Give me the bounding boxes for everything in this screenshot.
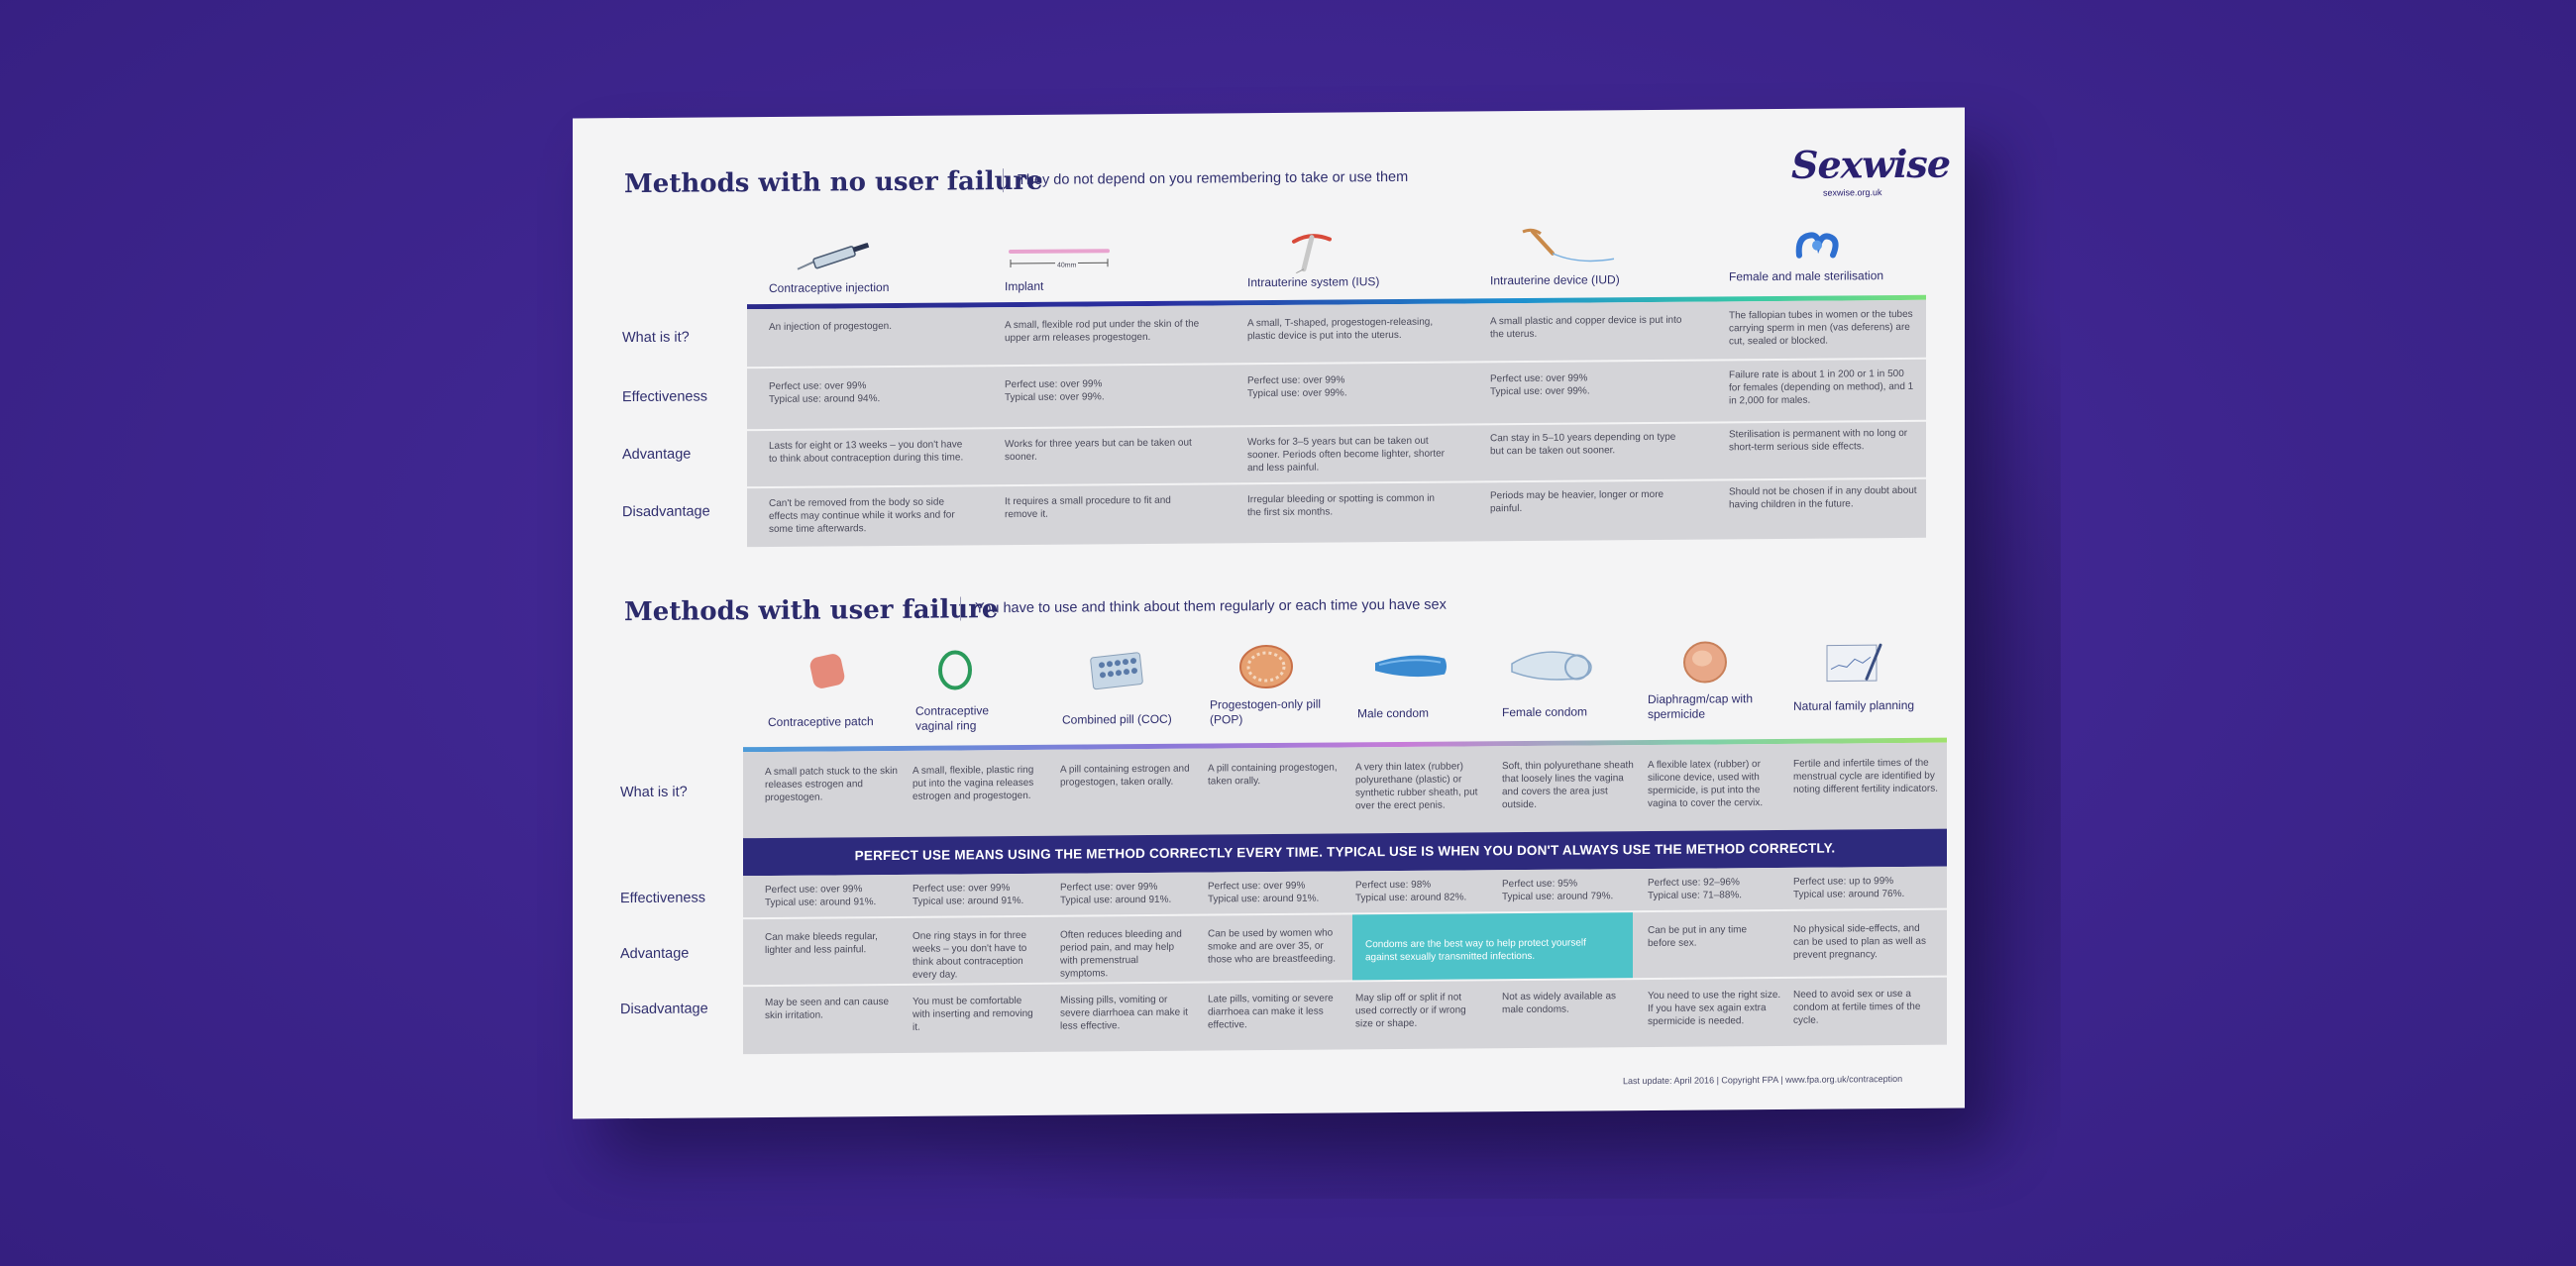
s1-cell: Lasts for eight or 13 weeks – you don't … [769, 439, 964, 465]
s2-adv-cell: One ring stays in for three weeks – you … [912, 929, 1027, 981]
s2-what-cell: A flexible latex (rubber) or silicone de… [1648, 759, 1764, 809]
s2-dis-cell: Not as widely available as male condoms. [1502, 991, 1617, 1016]
s1-cell: Can't be removed from the body so side e… [769, 496, 955, 535]
ius-device-icon [1292, 234, 1332, 273]
iud-device-icon [1522, 228, 1615, 263]
section2-subtitle: You have to use and think about them reg… [960, 592, 1447, 621]
s1-cell: A small plastic and copper device is put… [1490, 314, 1682, 341]
male-condom-icon [1375, 655, 1447, 678]
s1-label-what: What is it? [622, 329, 690, 347]
s2-adv-cell: No physical side-effects, and can be use… [1793, 922, 1926, 961]
section2-title: Methods with user failure [624, 594, 999, 628]
s1-cell: Should not be chosen if in any doubt abo… [1729, 484, 1917, 511]
condom-highlight-text: Condoms are the best way to help protect… [1365, 937, 1586, 964]
diaphragm-icon [1683, 641, 1727, 684]
s2-col-pop: Progestogen-only pill (POP) [1210, 696, 1322, 727]
syringe-icon [797, 243, 870, 270]
s2-adv-cell: Can be put in any time before sex. [1648, 924, 1748, 949]
s2-what-cell: Fertile and infertile times of the menst… [1793, 757, 1939, 795]
progestogen-pill-pack-icon [1239, 645, 1293, 689]
s2-eff-cell: Perfect use: over 99% Typical use: aroun… [1060, 881, 1172, 906]
s2-label-advantage: Advantage [620, 945, 690, 963]
s2-dis-cell: Need to avoid sex or use a condom at fer… [1793, 988, 1921, 1026]
s1-cell: It requires a small procedure to fit and… [1005, 494, 1171, 521]
s1-label-effectiveness: Effectiveness [622, 388, 707, 406]
s2-what-cell: A small patch stuck to the skin releases… [765, 765, 898, 803]
s2-label-effectiveness: Effectiveness [620, 890, 705, 907]
s2-dis-cell: May be seen and can cause skin irritatio… [765, 997, 890, 1021]
vaginal-ring-icon [938, 650, 972, 690]
s2-eff-cell: Perfect use: over 99% Typical use: aroun… [912, 883, 1024, 907]
s1-label-advantage: Advantage [622, 446, 692, 464]
s2-eff-cell: Perfect use: up to 99% Typical use: arou… [1793, 876, 1905, 900]
s1-cell: Failure rate is about 1 in 200 or 1 in 5… [1729, 368, 1914, 407]
s1-cell: Can stay in 5–10 years depending on type… [1490, 431, 1676, 458]
implant-measure: 40mm [1055, 259, 1079, 272]
s1-col-implant: Implant [1005, 278, 1044, 294]
s1-cell: Perfect use: over 99% Typical use: over … [1005, 378, 1105, 404]
s1-col-ius: Intrauterine system (IUS) [1247, 274, 1380, 290]
s2-eff-cell: Perfect use: over 99% Typical use: aroun… [1208, 880, 1320, 905]
contraception-poster: Sexwise sexwise.org.uk Methods with no u… [573, 107, 1965, 1119]
s2-dis-cell: Late pills, vomiting or severe diarrhoea… [1208, 993, 1334, 1031]
sterilisation-icon [1795, 232, 1839, 259]
s2-adv-cell: Can be used by women who smoke and are o… [1208, 927, 1336, 966]
s2-dis-cell: Missing pills, vomiting or severe diarrh… [1060, 994, 1188, 1032]
s2-col-patch: Contraceptive patch [768, 714, 874, 729]
s1-cell: An injection of progestogen. [769, 320, 892, 333]
s1-cell: Works for three years but can be taken o… [1005, 437, 1192, 464]
s1-col-sterilisation: Female and male sterilisation [1729, 268, 1884, 284]
s2-col-ring: Contraceptive vaginal ring [915, 703, 990, 733]
s1-cell: The fallopian tubes in women or the tube… [1729, 308, 1913, 348]
s2-eff-cell: Perfect use: 98% Typical use: around 82%… [1355, 879, 1467, 904]
s2-adv-cell: Often reduces bleeding and period pain, … [1060, 928, 1182, 980]
s1-cell: Irregular bleeding or spotting is common… [1247, 492, 1435, 519]
s2-col-nfp: Natural family planning [1793, 697, 1915, 713]
s2-what-cell: A pill containing estrogen and progestog… [1060, 763, 1190, 789]
s2-what-cell: A small, flexible, plastic ring put into… [912, 764, 1034, 802]
s2-col-male-condom: Male condom [1357, 705, 1430, 721]
s2-dis-cell: May slip off or split if not used correc… [1355, 992, 1466, 1030]
s1-cell: Perfect use: over 99% Typical use: aroun… [769, 380, 881, 405]
s1-cell: Perfect use: over 99% Typical use: over … [1247, 374, 1347, 400]
s2-adv-cell: Can make bleeds regular, lighter and les… [765, 931, 878, 956]
s2-label-what: What is it? [620, 784, 688, 801]
s2-what-cell: A very thin latex (rubber) polyurethane … [1355, 761, 1478, 812]
s2-eff-cell: Perfect use: 95% Typical use: around 79%… [1502, 878, 1614, 903]
combined-pill-pack-icon [1090, 652, 1143, 690]
patch-icon [809, 654, 845, 688]
s1-cell: Works for 3–5 years but can be taken out… [1247, 435, 1446, 475]
s2-eff-cell: Perfect use: 92–96% Typical use: 71–88%. [1648, 877, 1743, 901]
s1-col-injection: Contraceptive injection [769, 280, 890, 295]
section1-subtitle: They do not depend on you remembering to… [1003, 164, 1409, 193]
s2-eff-cell: Perfect use: over 99% Typical use: aroun… [765, 884, 877, 908]
s2-col-diaphragm: Diaphragm/cap with spermicide [1648, 691, 1754, 721]
s1-cell: A small, T-shaped, progestogen-releasing… [1247, 316, 1434, 343]
s2-col-coc: Combined pill (COC) [1062, 711, 1172, 727]
logo-url: sexwise.org.uk [1823, 187, 1882, 198]
s1-cell: Perfect use: over 99% Typical use: over … [1490, 372, 1590, 398]
s2-what-cell: Soft, thin polyurethane sheath that loos… [1502, 760, 1634, 811]
section1-title: Methods with no user failure [624, 165, 1043, 200]
s1-cell: A small, flexible rod put under the skin… [1005, 318, 1200, 345]
female-condom-icon [1511, 651, 1592, 681]
s1-cell: Sterilisation is permanent with no long … [1729, 427, 1908, 454]
s2-label-disadvantage: Disadvantage [620, 1001, 708, 1018]
s2-col-female-condom: Female condom [1502, 704, 1588, 720]
s2-what-cell: A pill containing progestogen, taken ora… [1208, 762, 1338, 788]
s2-dis-cell: You need to use the right size. If you h… [1648, 989, 1781, 1027]
s1-label-disadvantage: Disadvantage [622, 503, 710, 521]
s2-dis-cell: You must be comfortable with inserting a… [912, 995, 1033, 1033]
sexwise-logo: Sexwise [1791, 141, 1950, 187]
fertility-chart-icon [1826, 643, 1882, 683]
footer-credits: Last update: April 2016 | Copyright FPA … [1623, 1073, 1903, 1087]
s1-col-iud: Intrauterine device (IUD) [1490, 272, 1620, 288]
s1-cell: Periods may be heavier, longer or more p… [1490, 488, 1664, 515]
